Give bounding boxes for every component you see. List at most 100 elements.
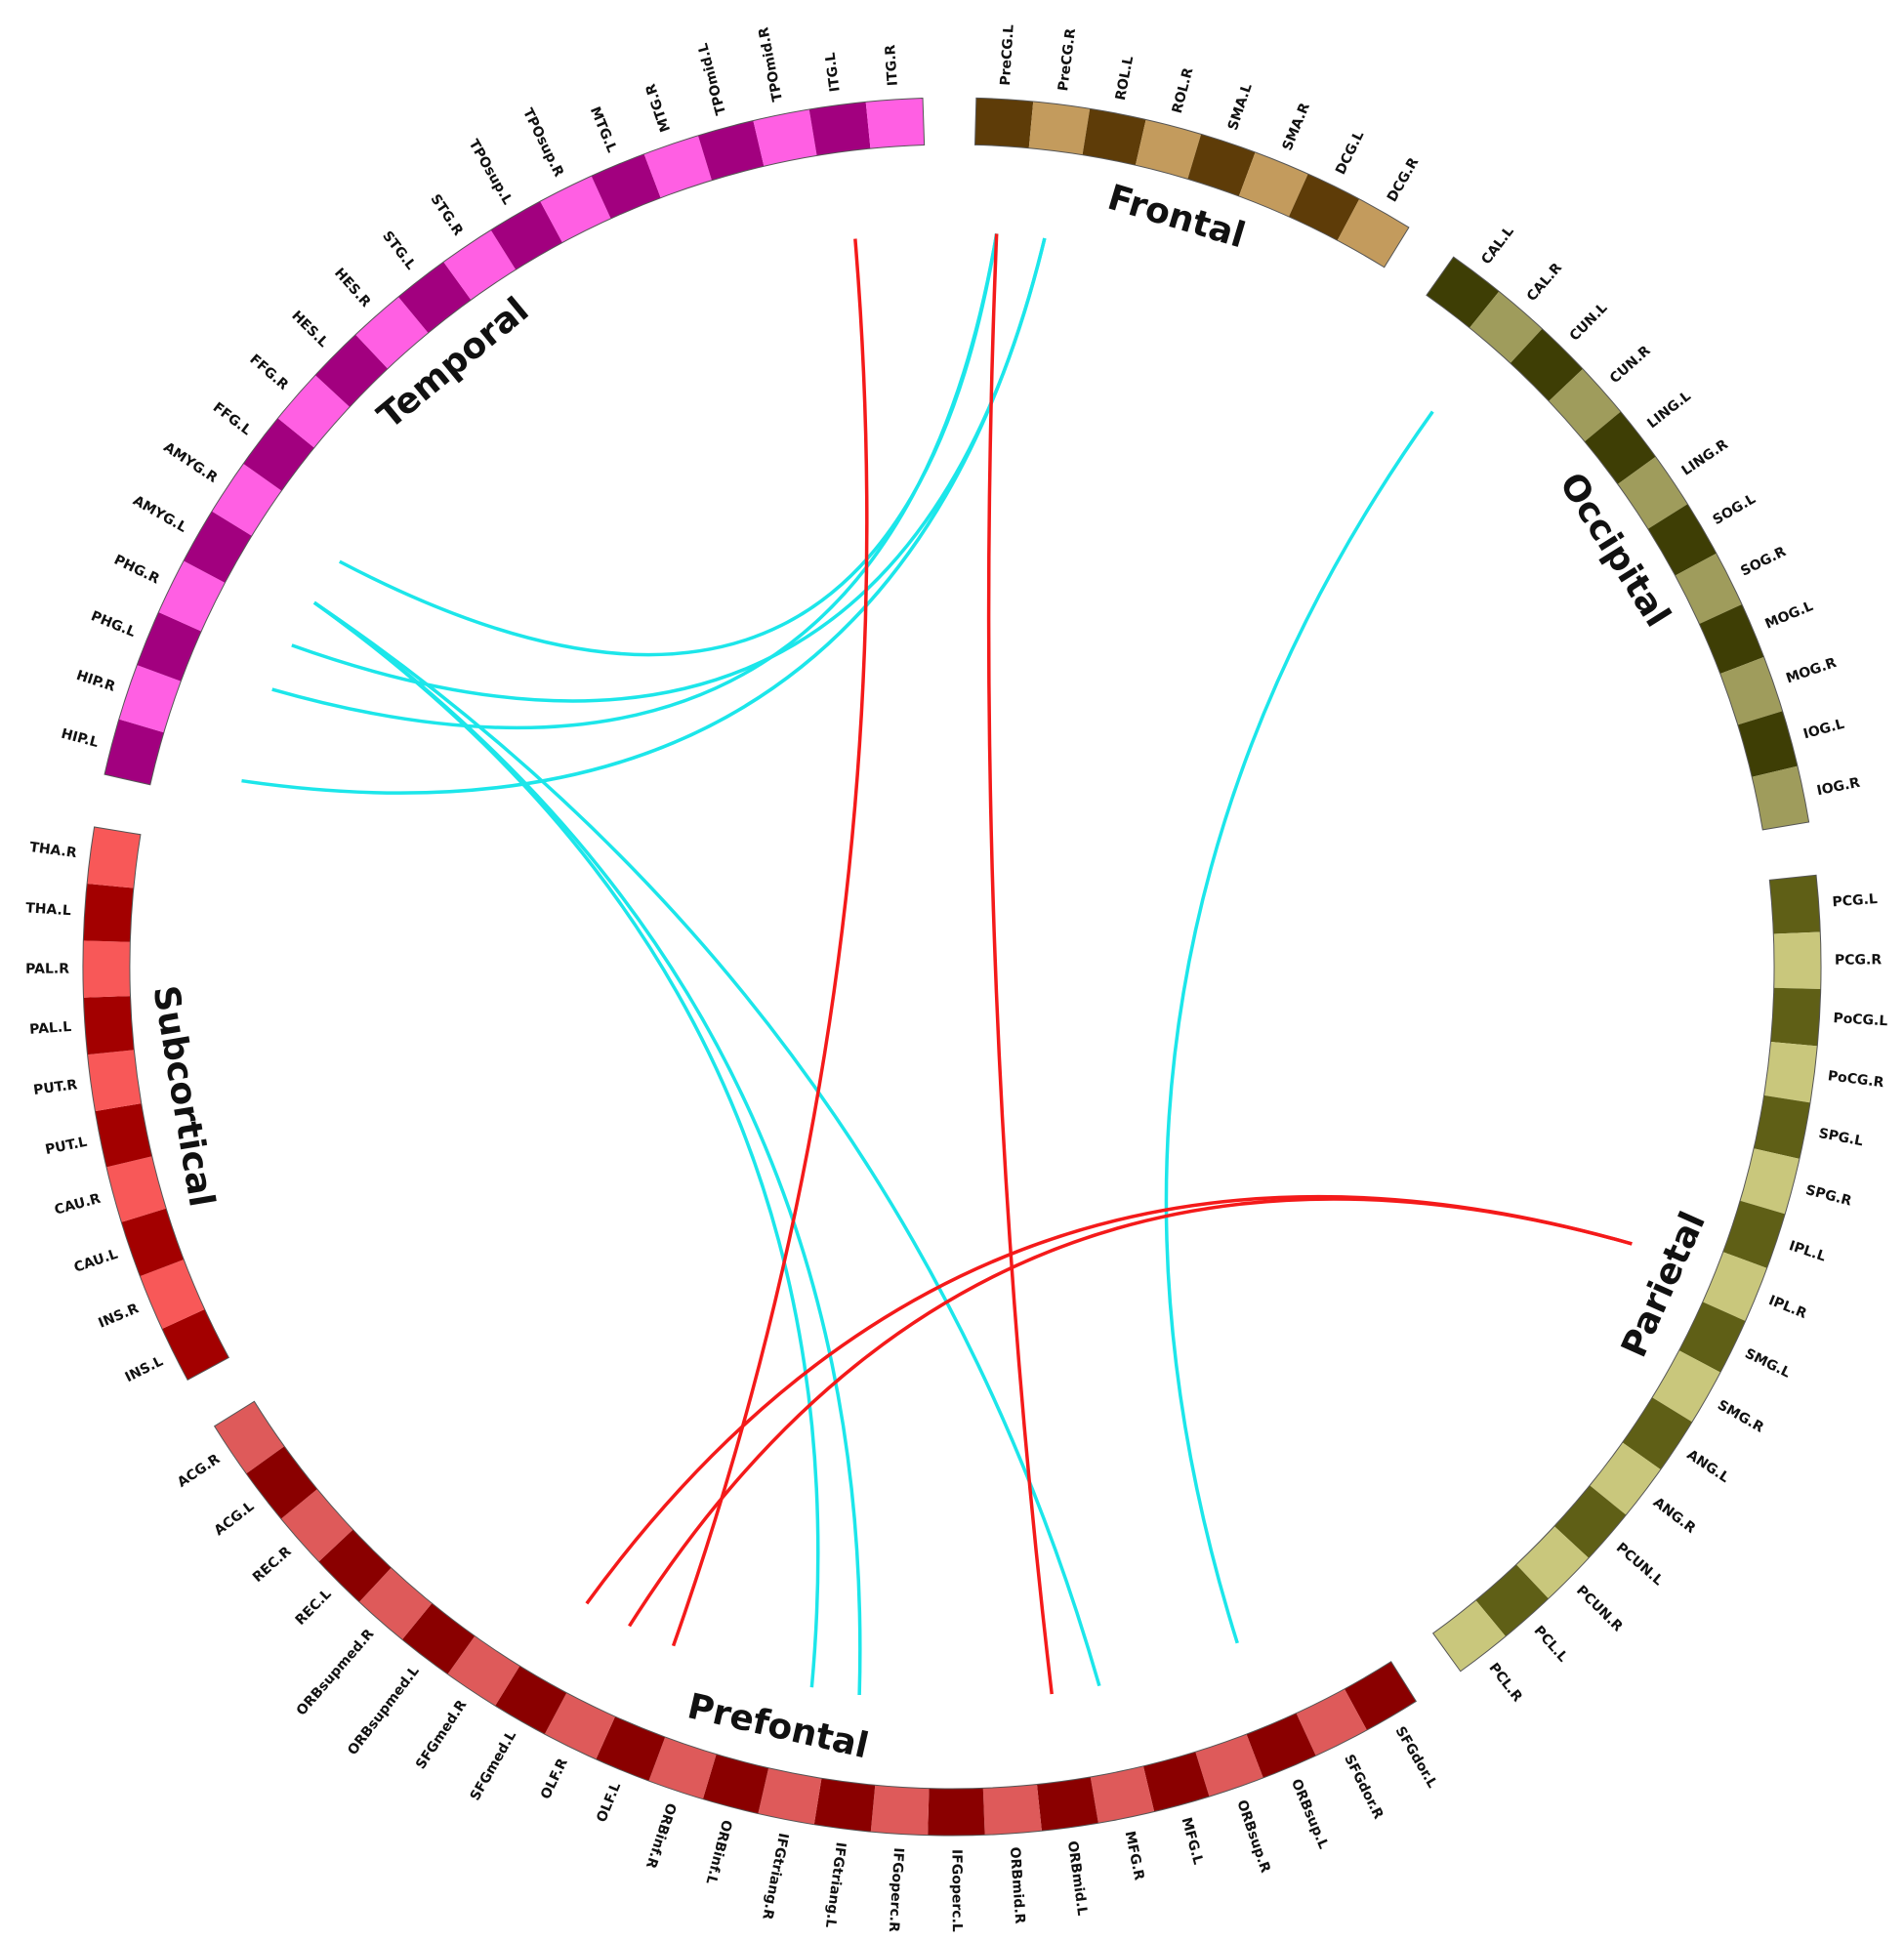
node-segment	[87, 826, 141, 888]
node-label: SFGdor.L	[1392, 1724, 1440, 1791]
node-segment	[591, 153, 661, 219]
node-label: PCG.R	[1835, 952, 1882, 968]
node-label: SPG.L	[1817, 1126, 1864, 1149]
node-segment	[865, 98, 925, 149]
node-segment	[648, 1737, 717, 1799]
node-label: ORBinf.R	[642, 1801, 679, 1871]
node-label: MOG.R	[1784, 655, 1839, 687]
node-segment	[753, 109, 817, 167]
node-segment	[1510, 328, 1584, 401]
node-segment	[1740, 1148, 1800, 1215]
node-label: AMYG.R	[160, 439, 220, 486]
ring	[82, 97, 1822, 1837]
node-segment	[1028, 101, 1091, 155]
node-segment	[813, 1778, 876, 1833]
node-label: PAL.R	[25, 962, 69, 977]
node-segment	[118, 665, 182, 733]
node-label: ORBsupmed.L	[345, 1664, 423, 1758]
node-segment	[1515, 1526, 1590, 1599]
group-outline	[103, 97, 926, 786]
node-segment	[1344, 1661, 1417, 1731]
node-label: ANG.L	[1684, 1447, 1732, 1486]
node-segment	[870, 1785, 930, 1836]
node-label: REC.R	[250, 1544, 295, 1586]
connection	[1164, 410, 1434, 1644]
node-segment	[1553, 1485, 1627, 1558]
node-label: SOG.R	[1738, 544, 1789, 580]
node-segment	[1647, 504, 1717, 576]
connection	[312, 600, 1101, 1687]
node-label: PCUN.R	[1573, 1583, 1626, 1635]
node-label: LING.R	[1679, 436, 1731, 478]
node-segment	[1288, 174, 1360, 241]
node-segment	[95, 1103, 152, 1168]
node-label: IFGtriang.L	[822, 1841, 849, 1929]
node-label: IFGoperc.L	[948, 1849, 964, 1932]
node-label: IOG.R	[1815, 775, 1861, 800]
node-segment	[246, 1446, 317, 1519]
node-segment	[1090, 1765, 1155, 1824]
node-label: HES.R	[331, 266, 374, 310]
node-segment	[1737, 711, 1798, 777]
node-segment	[1699, 604, 1764, 675]
node-label: MTG.L	[587, 104, 620, 155]
node-segment	[83, 996, 135, 1055]
node-segment	[974, 98, 1034, 148]
node-label: THA.L	[25, 900, 72, 919]
node-segment	[1590, 1442, 1661, 1515]
node-label: ROL.R	[1170, 66, 1197, 115]
connection	[338, 233, 999, 657]
node-label: HIP.R	[74, 668, 117, 695]
connections	[241, 233, 1633, 1696]
node-label: TPOsup.R	[519, 106, 566, 181]
node-label: DCG.R	[1385, 155, 1423, 205]
node-label: PCUN.L	[1613, 1540, 1666, 1589]
node-label: IOG.L	[1801, 717, 1846, 743]
node-label: ITG.L	[823, 52, 844, 93]
node-segment	[121, 1208, 185, 1277]
node-label: TPOsup.L	[466, 137, 516, 207]
node-label: PHG.R	[111, 552, 162, 587]
node-label: SMA.R	[1280, 101, 1313, 153]
node-segment	[702, 1754, 769, 1814]
node-segment	[1036, 1776, 1098, 1832]
node-segment	[1082, 108, 1146, 166]
node-segment	[808, 102, 871, 156]
node-label: PUT.R	[32, 1077, 78, 1098]
node-segment	[495, 1666, 567, 1735]
node-label: SFGdor.R	[1341, 1752, 1387, 1822]
node-label: CAU.L	[72, 1247, 120, 1276]
node-segment	[1769, 875, 1821, 934]
node-segment	[1238, 151, 1308, 217]
node-label: SMG.R	[1715, 1397, 1766, 1436]
node-segment	[358, 1567, 433, 1640]
node-label: STG.R	[427, 191, 466, 238]
node-segment	[447, 1635, 520, 1707]
node-label: PoCG.R	[1827, 1068, 1885, 1091]
node-segment	[1469, 291, 1543, 363]
node-label: ACG.R	[175, 1451, 224, 1491]
node-label: MFG.L	[1178, 1816, 1205, 1867]
node-segment	[1678, 1302, 1746, 1373]
node-segment	[1584, 411, 1656, 484]
node-label: ORBinf.L	[702, 1818, 734, 1886]
node-segment	[1549, 368, 1621, 442]
node-label: SOG.L	[1711, 491, 1759, 528]
node-segment	[140, 1259, 205, 1329]
node-segment	[1702, 1252, 1767, 1321]
node-label: ACG.L	[212, 1499, 258, 1539]
node-label: CAU.R	[53, 1191, 103, 1219]
node-segment	[697, 120, 765, 181]
node-segment	[1142, 1752, 1210, 1812]
node-segment	[1617, 456, 1688, 529]
node-label: ORBmid.L	[1064, 1840, 1090, 1918]
node-label: IFGoperc.R	[886, 1847, 906, 1933]
connection	[312, 600, 820, 1688]
node-label: MOG.L	[1763, 599, 1816, 633]
node-segment	[83, 883, 134, 942]
node-label: PoCG.L	[1833, 1011, 1888, 1029]
node-label: STG.L	[379, 228, 418, 273]
node-label: ORBsup.R	[1233, 1798, 1273, 1876]
node-label: THA.R	[28, 840, 77, 861]
